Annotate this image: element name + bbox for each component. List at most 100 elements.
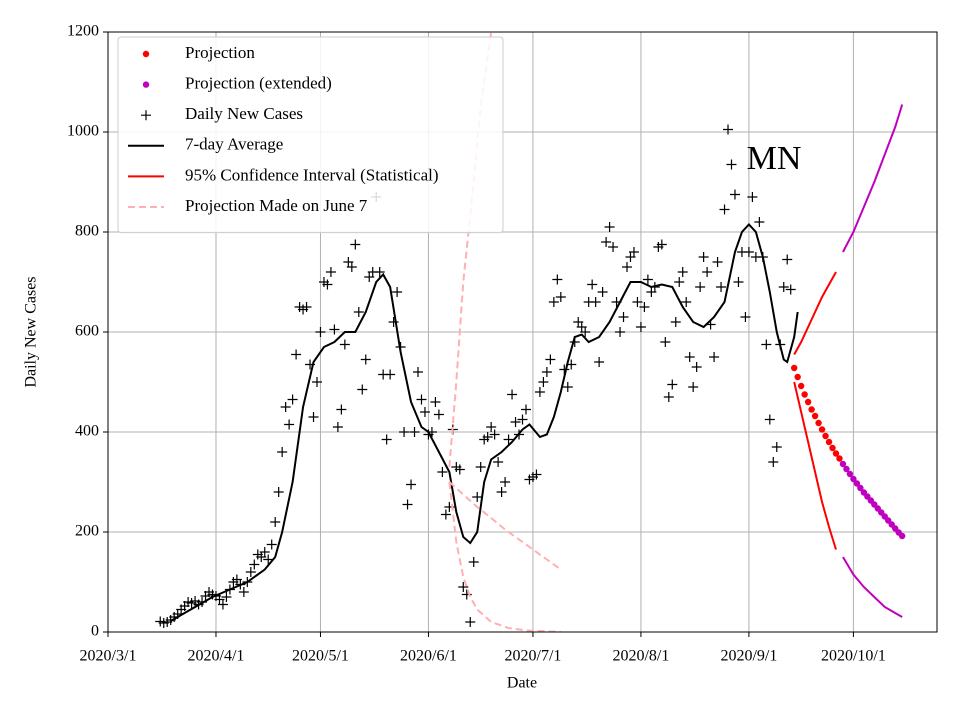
line [842, 104, 904, 253]
daily-case-marker [409, 427, 420, 437]
x-tick-label: 2020/9/1 [720, 648, 777, 665]
projection-dot [843, 465, 850, 473]
daily-case-marker [238, 587, 249, 597]
daily-case-marker [597, 287, 608, 297]
daily-case-marker [688, 382, 699, 392]
line [842, 556, 903, 618]
daily-case-marker [674, 277, 685, 287]
line [793, 381, 837, 550]
daily-case-marker [642, 274, 653, 285]
projection-dot [825, 438, 833, 446]
legend: Projection Projection (extended) Daily New… [117, 36, 504, 234]
daily-case-marker [615, 327, 626, 337]
line [170, 223, 799, 622]
daily-case-marker [778, 282, 789, 292]
daily-case-marker [580, 327, 591, 337]
y-tick-label: 400 [75, 423, 99, 440]
daily-case-marker [385, 369, 396, 380]
projection-dot [839, 460, 847, 468]
annotation: MN [747, 140, 802, 177]
legend-box [117, 36, 504, 234]
daily-case-marker [548, 297, 559, 307]
projection-dot [801, 391, 808, 398]
legend-marker [142, 50, 150, 58]
projection-dot [832, 450, 840, 457]
daily-case-marker [670, 317, 681, 327]
line [793, 271, 837, 355]
daily-case-marker [785, 284, 796, 295]
daily-case-marker [719, 204, 730, 215]
daily-case-marker [332, 422, 343, 432]
daily-case-marker [357, 384, 368, 395]
daily-case-marker [486, 422, 497, 432]
daily-case-marker [545, 354, 556, 365]
daily-case-marker [329, 324, 340, 335]
daily-case-marker [468, 557, 479, 567]
legend-label: 7-day Average [185, 135, 283, 154]
daily-case-marker [660, 337, 671, 347]
y-tick-label: 200 [75, 523, 99, 540]
daily-case-marker [656, 239, 667, 250]
x-tick-label: 2020/5/1 [292, 648, 349, 665]
y-tick-label: 1000 [67, 123, 99, 140]
x-tick-label: 2020/3/1 [80, 648, 137, 665]
daily-case-marker [419, 407, 430, 417]
daily-case-marker [677, 267, 688, 277]
daily-case-marker [747, 192, 758, 202]
projection-dot [804, 398, 812, 406]
projection-dot [818, 426, 826, 433]
daily-case-marker [273, 487, 284, 497]
daily-case-marker [392, 287, 403, 297]
projection-dot [850, 475, 857, 483]
daily-case-marker [531, 469, 542, 480]
daily-case-marker [416, 394, 427, 405]
daily-case-marker [723, 124, 734, 135]
daily-case-marker [712, 257, 723, 267]
daily-case-marker [360, 354, 371, 365]
daily-case-marker [308, 412, 319, 422]
daily-case-marker [534, 387, 545, 397]
daily-case-marker [496, 487, 507, 497]
projection-dot [898, 532, 906, 540]
daily-case-marker [684, 352, 695, 362]
daily-case-marker [716, 282, 727, 292]
daily-case-marker [590, 297, 601, 307]
daily-case-marker [346, 262, 357, 272]
x-tick-label: 2020/10/1 [821, 648, 886, 665]
legend-label: Daily New Cases [185, 104, 303, 123]
x-axis-label: Date [507, 675, 537, 692]
daily-case-marker [507, 389, 518, 400]
daily-case-marker [406, 479, 417, 490]
daily-case-marker [454, 464, 465, 475]
daily-case-marker [681, 297, 692, 307]
daily-case-marker [608, 242, 619, 252]
daily-case-marker [764, 414, 775, 425]
daily-case-marker [217, 599, 228, 610]
daily-case-marker [503, 434, 514, 445]
daily-case-marker [587, 279, 598, 290]
daily-case-marker [350, 239, 361, 250]
daily-case-marker [277, 447, 288, 457]
projection-dot [790, 364, 798, 372]
daily-case-marker [399, 427, 410, 437]
projection-dot [811, 412, 819, 420]
y-tick-label: 800 [75, 223, 99, 240]
daily-case-marker [458, 582, 469, 592]
daily-case-marker [621, 262, 632, 272]
daily-case-marker [726, 159, 737, 170]
daily-case-marker [413, 367, 424, 377]
daily-case-marker [263, 554, 274, 565]
legend-marker [142, 81, 150, 88]
x-tick-label: 2020/7/1 [505, 648, 562, 665]
daily-case-marker [325, 267, 336, 277]
daily-case-marker [221, 592, 232, 602]
daily-case-marker [663, 392, 674, 402]
projection-dot [829, 444, 836, 452]
daily-case-marker [284, 419, 295, 430]
daily-case-marker [472, 492, 483, 502]
daily-case-marker [259, 547, 270, 557]
daily-case-marker [510, 417, 521, 427]
daily-case-marker [500, 477, 511, 487]
daily-case-marker [465, 617, 476, 627]
